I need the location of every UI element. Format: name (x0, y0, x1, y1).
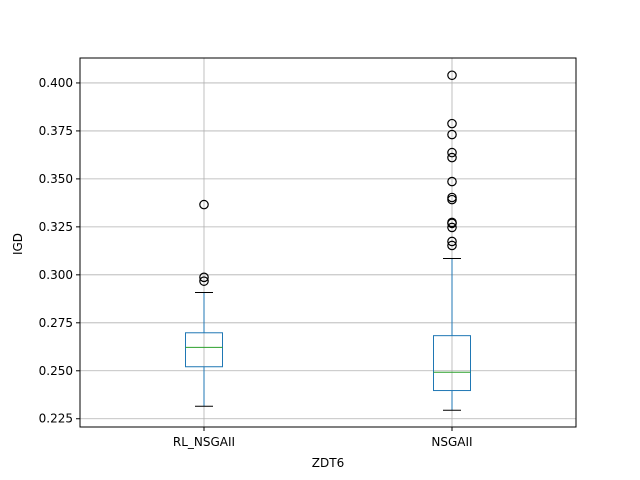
outlier-point (447, 118, 457, 129)
box-group (433, 70, 471, 411)
box-layer (185, 70, 471, 411)
iqr-box (433, 335, 471, 392)
outlier-point (199, 199, 209, 210)
outlier-point (447, 176, 457, 187)
y-tick-label: 0.350 (39, 172, 73, 186)
outlier-point (199, 272, 209, 283)
x-tick-label: NSGAII (431, 435, 472, 449)
y-tick-label: 0.325 (39, 220, 73, 234)
iqr-box (185, 332, 223, 368)
outlier-point (447, 129, 457, 140)
y-tick-label: 0.400 (39, 76, 73, 90)
outlier-point (447, 192, 457, 203)
outlier-point (447, 236, 457, 247)
x-tick-label: RL_NSGAII (173, 435, 235, 449)
box-group (185, 199, 223, 407)
plot-frame (79, 57, 577, 428)
outlier-point (199, 276, 209, 286)
x-axis-label: ZDT6 (312, 456, 344, 470)
outlier-point (447, 147, 457, 158)
y-axis-label: IGD (11, 233, 25, 255)
y-tick-label: 0.250 (39, 364, 73, 378)
axis-layer: 0.225 0.250 0.275 0.300 0.325 0.350 0.375 0.400… (39, 57, 577, 449)
y-tick-label: 0.275 (39, 316, 73, 330)
y-tick-label: 0.300 (39, 268, 73, 282)
y-tick-label: 0.225 (39, 412, 73, 426)
outlier-point (447, 240, 457, 251)
grid-layer (80, 58, 576, 427)
outlier-point (447, 217, 457, 228)
outlier-point (447, 70, 457, 81)
y-tick-label: 0.375 (39, 124, 73, 138)
outlier-point (447, 152, 457, 163)
outlier-point (447, 222, 457, 233)
